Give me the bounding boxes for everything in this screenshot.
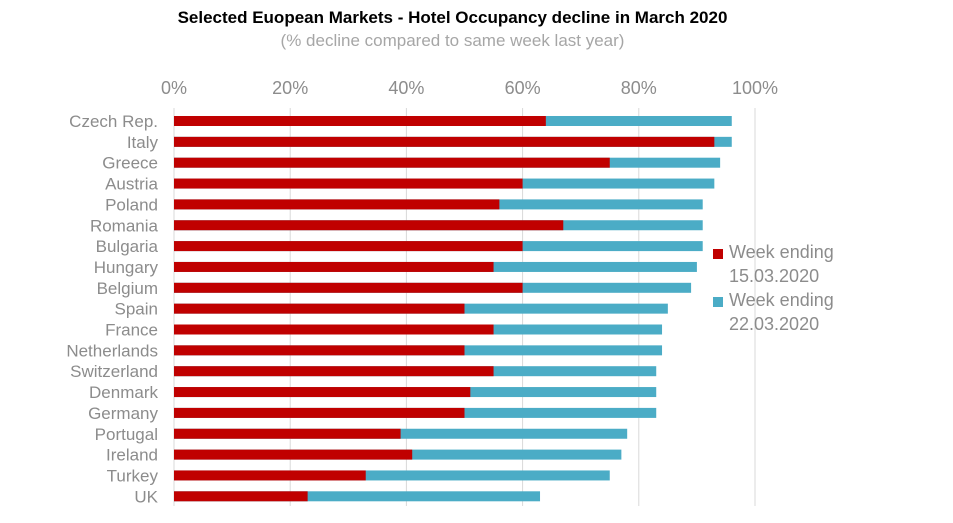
y-tick-label: Denmark bbox=[89, 383, 158, 402]
legend-swatch-series-1 bbox=[713, 249, 723, 259]
x-tick-label: 100% bbox=[732, 78, 778, 98]
bar-series-1 bbox=[174, 428, 401, 439]
y-tick-label: Portugal bbox=[95, 425, 158, 444]
bar-series-1 bbox=[174, 366, 494, 377]
legend: Week ending 15.03.2020 Week ending 22.03… bbox=[713, 240, 903, 336]
y-tick-label: Austria bbox=[105, 175, 158, 194]
bar-series-1 bbox=[174, 178, 523, 189]
bar-series-1 bbox=[174, 407, 465, 418]
y-tick-label: Netherlands bbox=[66, 341, 158, 360]
y-tick-label: Spain bbox=[115, 300, 158, 319]
bar-series-1 bbox=[174, 470, 366, 481]
bar-series-1 bbox=[174, 157, 610, 168]
y-tick-label: Turkey bbox=[107, 466, 159, 485]
y-tick-label: Poland bbox=[105, 195, 158, 214]
bar-series-2 bbox=[174, 470, 610, 481]
x-tick-label: 20% bbox=[272, 78, 308, 98]
y-tick-label: Belgium bbox=[97, 279, 158, 298]
y-tick-label: Bulgaria bbox=[96, 237, 159, 256]
chart-title: Selected Euopean Markets - Hotel Occupan… bbox=[177, 8, 728, 27]
y-tick-label: Hungary bbox=[94, 258, 159, 277]
x-tick-label: 80% bbox=[621, 78, 657, 98]
bar-series-2 bbox=[174, 491, 541, 502]
y-tick-label: Germany bbox=[88, 404, 158, 423]
bar-series-1 bbox=[174, 303, 465, 314]
legend-item-series-2: Week ending 22.03.2020 bbox=[713, 288, 903, 336]
y-tick-label: Czech Rep. bbox=[69, 112, 158, 131]
legend-item-series-1: Week ending 15.03.2020 bbox=[713, 240, 903, 288]
y-tick-label: Romania bbox=[90, 216, 159, 235]
y-tick-label: Greece bbox=[102, 154, 158, 173]
x-tick-label: 60% bbox=[505, 78, 541, 98]
y-tick-label: UK bbox=[134, 487, 158, 506]
y-tick-label: Switzerland bbox=[70, 362, 158, 381]
chart-subtitle: (% decline compared to same week last ye… bbox=[280, 31, 625, 50]
legend-label-series-2-line-1: Week ending bbox=[729, 290, 834, 310]
bar-series-1 bbox=[174, 220, 564, 231]
bar-series-1 bbox=[174, 136, 715, 147]
y-tick-label: France bbox=[105, 321, 158, 340]
y-tick-label: Italy bbox=[127, 133, 159, 152]
bar-series-1 bbox=[174, 491, 308, 502]
bar-series-1 bbox=[174, 282, 523, 293]
bar-series-1 bbox=[174, 324, 494, 335]
legend-label-series-1-line-1: Week ending bbox=[729, 242, 834, 262]
legend-swatch-series-2 bbox=[713, 297, 723, 307]
legend-label-series-1-line-2: 15.03.2020 bbox=[729, 266, 820, 286]
bar-series-1 bbox=[174, 261, 494, 272]
x-tick-label: 0% bbox=[161, 78, 187, 98]
bar-series-1 bbox=[174, 199, 500, 210]
bar-series-1 bbox=[174, 116, 546, 126]
y-tick-label: Ireland bbox=[106, 446, 158, 465]
bar-series-1 bbox=[174, 449, 413, 460]
bar-series-1 bbox=[174, 345, 465, 356]
bar-series-1 bbox=[174, 387, 471, 398]
bar-series-1 bbox=[174, 241, 523, 252]
x-tick-label: 40% bbox=[388, 78, 424, 98]
legend-label-series-2-line-2: 22.03.2020 bbox=[729, 314, 820, 334]
